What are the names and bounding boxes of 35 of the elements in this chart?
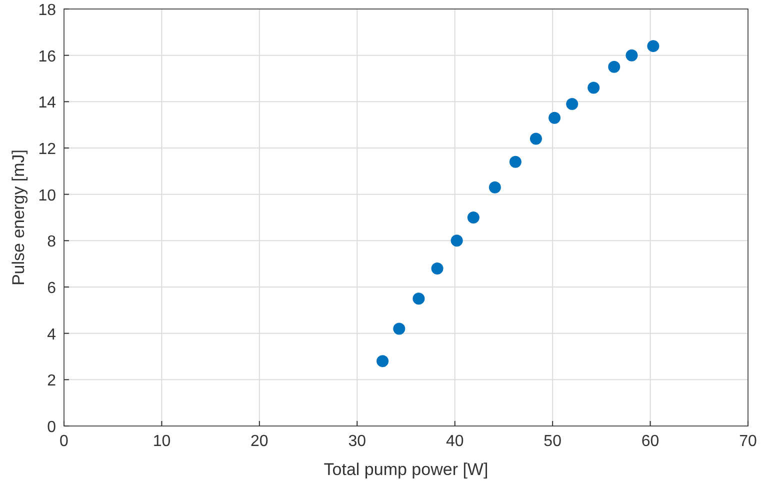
point [376, 355, 389, 368]
y-tick-label: 8 [47, 234, 56, 251]
point [548, 112, 561, 124]
point [467, 212, 480, 224]
y-tick-label: 2 [47, 372, 56, 390]
x-tick-label: 60 [641, 433, 660, 450]
point [608, 60, 620, 73]
y-tick-label: 16 [38, 48, 56, 66]
point [588, 82, 600, 94]
y-tick-label: 14 [38, 94, 56, 112]
point [530, 132, 542, 145]
x-tick-label: 30 [348, 433, 366, 450]
x-tick-label: 0 [60, 433, 69, 450]
point [647, 40, 660, 52]
x-tick-label: 20 [250, 433, 268, 450]
point [450, 234, 463, 247]
y-tick-label: 4 [47, 326, 56, 344]
point [488, 181, 501, 194]
x-tick-label: 70 [739, 433, 757, 450]
point [431, 262, 444, 274]
y-tick-label: 0 [47, 419, 56, 436]
point [626, 49, 638, 62]
y-axis-title: Pulse energy [mJ] [9, 149, 28, 286]
point [509, 156, 522, 168]
point [566, 98, 578, 110]
x-tick-label: 40 [446, 433, 464, 450]
point [393, 322, 406, 335]
y-tick-label: 12 [38, 141, 56, 158]
y-tick-label: 18 [38, 2, 56, 19]
y-tick-label: 10 [38, 187, 56, 204]
y-tick-label: 6 [47, 280, 56, 297]
x-tick-label: 50 [544, 433, 562, 450]
x-tick-label: 10 [152, 433, 171, 450]
point [412, 292, 425, 305]
x-axis-title: Total pump power [W] [324, 460, 488, 479]
